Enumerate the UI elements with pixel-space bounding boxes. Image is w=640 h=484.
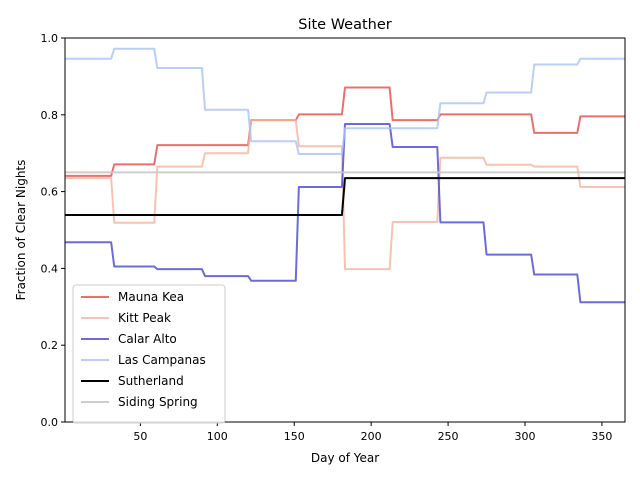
y-axis: 0.0 0.2 0.4 0.6 0.8 1.0: [41, 32, 65, 429]
x-tick-label-4: 250: [438, 430, 459, 443]
legend: Mauna Kea Kitt Peak Calar Alto Las Campanas…: [72, 284, 226, 424]
x-axis-label: Day of Year: [311, 451, 379, 465]
series-line-3: [65, 47, 625, 155]
y-tick-label-1: 0.2: [41, 339, 59, 352]
y-tick-label-3: 0.6: [41, 186, 59, 199]
legend-label-3: Las Campanas: [118, 353, 206, 367]
x-tick-label-3: 200: [361, 430, 382, 443]
y-tick-label-0: 0.0: [41, 416, 59, 429]
legend-label-1: Kitt Peak: [118, 311, 171, 325]
legend-label-5: Siding Spring: [118, 395, 198, 409]
x-tick-label-5: 300: [515, 430, 536, 443]
series-line-4: [65, 177, 625, 217]
x-tick-label-2: 150: [284, 430, 305, 443]
plot-frame: [64, 37, 626, 423]
chart-title: Site Weather: [298, 17, 392, 33]
series-line-0: [65, 86, 625, 177]
legend-label-4: Sutherland: [118, 374, 184, 388]
y-tick-label-2: 0.4: [41, 262, 59, 275]
y-tick-label-4: 0.8: [41, 109, 59, 122]
x-axis: 50 100 150 200 250 300 350: [133, 422, 612, 443]
series-layer: [65, 47, 625, 304]
x-tick-label-6: 350: [591, 430, 612, 443]
series-line-2: [65, 123, 625, 304]
legend-label-2: Calar Alto: [118, 332, 177, 346]
x-tick-label-1: 100: [207, 430, 228, 443]
y-tick-label-5: 1.0: [41, 32, 59, 45]
legend-label-0: Mauna Kea: [118, 290, 184, 304]
legend-box: [72, 284, 226, 424]
y-axis-label: Fraction of Clear Nights: [14, 160, 28, 301]
x-tick-label-0: 50: [133, 430, 147, 443]
